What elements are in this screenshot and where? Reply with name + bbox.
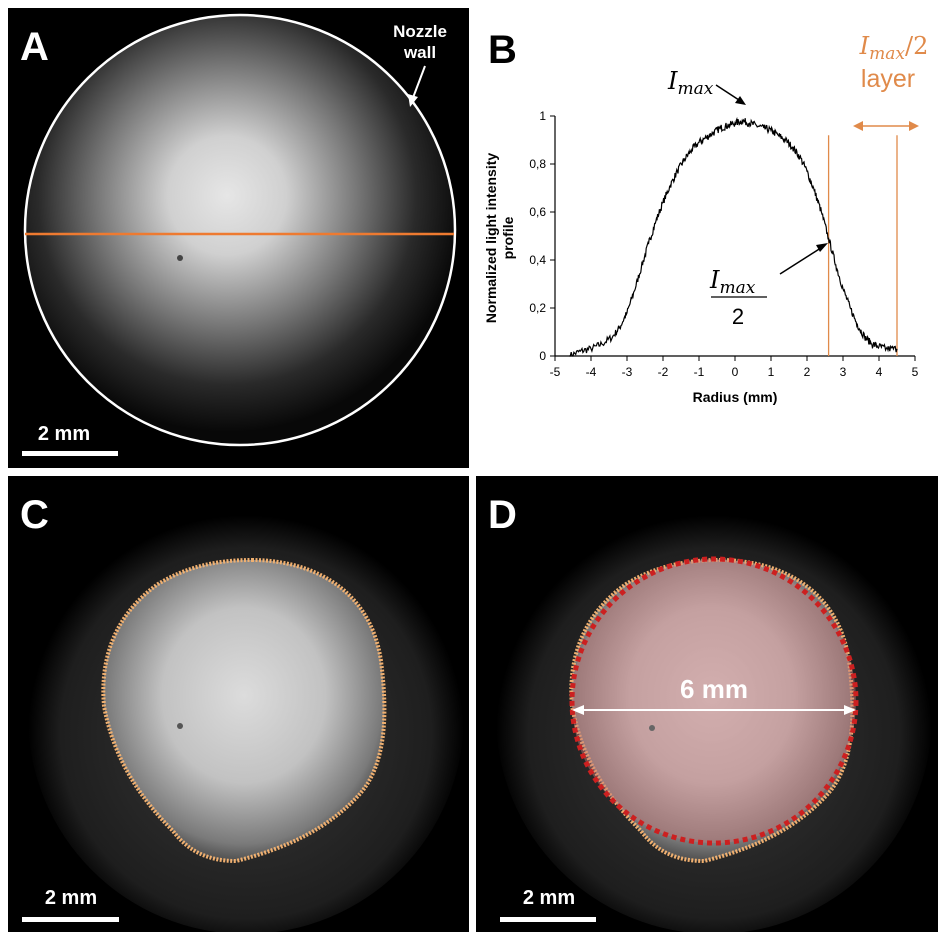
nozzle-wall-arrowhead — [408, 94, 418, 107]
fitted-circle-outline — [569, 556, 859, 846]
x-tick-label-5: 0 — [732, 365, 739, 379]
diameter-arrowhead-right — [844, 705, 856, 715]
panel-letter-b: B — [488, 28, 517, 72]
y-tick-label-3: 0,6 — [529, 205, 546, 219]
layer-label-top: Imax/2 — [859, 32, 929, 64]
y-tick-label-5: 1 — [539, 109, 546, 123]
imax-label: Imax — [667, 67, 714, 99]
dust-speck-d — [649, 725, 655, 731]
diameter-label: 6 mm — [680, 674, 748, 704]
x-tick-label-9: 4 — [876, 365, 883, 379]
x-axis-label: Radius (mm) — [693, 389, 778, 405]
layer-arrowhead-left — [853, 121, 863, 131]
x-tick-label-7: 2 — [804, 365, 811, 379]
imax-arrowhead — [735, 96, 746, 105]
fitted-circle-fill — [572, 559, 856, 843]
scalebar-label-d: 2 mm — [523, 887, 575, 909]
panel-a-image: Nozzle wall A 2 mm — [8, 8, 469, 468]
y-tick-label-4: 0,8 — [529, 157, 546, 171]
x-tick-label-0: -5 — [550, 365, 561, 379]
imax-arrow — [715, 84, 743, 103]
x-tick-label-2: -3 — [622, 365, 633, 379]
y-axis-label-2: profile — [500, 216, 516, 259]
panel-b: B 0 0,2 0,4 0,6 0,8 1 -5 -4 -3 -2 -1 0 1 2 3 4 5 Radius… — [476, 8, 938, 468]
dust-speck-c — [177, 723, 183, 729]
panel-c-image: C 2 mm — [8, 476, 469, 932]
nozzle-light-spot — [25, 15, 455, 445]
intensity-profile-chart: B 0 0,2 0,4 0,6 0,8 1 -5 -4 -3 -2 -1 0 1 2 3 4 5 Radius… — [483, 28, 929, 405]
half-max-arrowhead — [816, 243, 828, 252]
layer-label-word: layer — [861, 65, 915, 93]
scalebar-label-c: 2 mm — [45, 887, 97, 909]
half-max-denominator: 2 — [732, 304, 744, 329]
contour-c — [101, 557, 387, 864]
diameter-arrowhead-left — [572, 705, 584, 715]
spray-core-c — [103, 560, 385, 861]
x-tick-label-10: 5 — [912, 365, 919, 379]
series-profile-line — [569, 116, 898, 357]
nozzle-wall-circle — [23, 13, 457, 447]
x-tick-label-4: -1 — [694, 365, 705, 379]
panel-letter-a: A — [20, 25, 49, 69]
y-tick-label-1: 0,2 — [529, 301, 546, 315]
x-tick-label-3: -2 — [658, 365, 669, 379]
scalebar-a — [22, 451, 118, 456]
panel-d-image: 6 mm D 2 mm — [476, 476, 938, 932]
y-tick-label-2: 0,4 — [529, 253, 546, 267]
x-tick-label-8: 3 — [840, 365, 847, 379]
layer-arrowhead-right — [909, 121, 919, 131]
nozzle-wall-label-1: Nozzle — [393, 22, 447, 41]
x-tick-label-1: -4 — [586, 365, 597, 379]
panel-c: C 2 mm — [8, 476, 469, 932]
scalebar-c — [22, 917, 119, 922]
panel-a: Nozzle wall A 2 mm — [8, 8, 469, 468]
dust-speck — [177, 255, 183, 261]
half-max-arrow — [779, 245, 825, 275]
scalebar-d — [500, 917, 596, 922]
y-tick-label-0: 0 — [539, 349, 546, 363]
half-max-numerator: Imax — [709, 266, 756, 298]
panel-letter-d: D — [488, 493, 517, 537]
panel-d: 6 mm D 2 mm — [476, 476, 938, 932]
panel-letter-c: C — [20, 493, 49, 537]
y-axis-label-1: Normalized light intensity — [483, 153, 499, 324]
nozzle-wall-label-2: wall — [403, 43, 436, 62]
scalebar-label-a: 2 mm — [38, 423, 90, 445]
x-tick-label-6: 1 — [768, 365, 775, 379]
